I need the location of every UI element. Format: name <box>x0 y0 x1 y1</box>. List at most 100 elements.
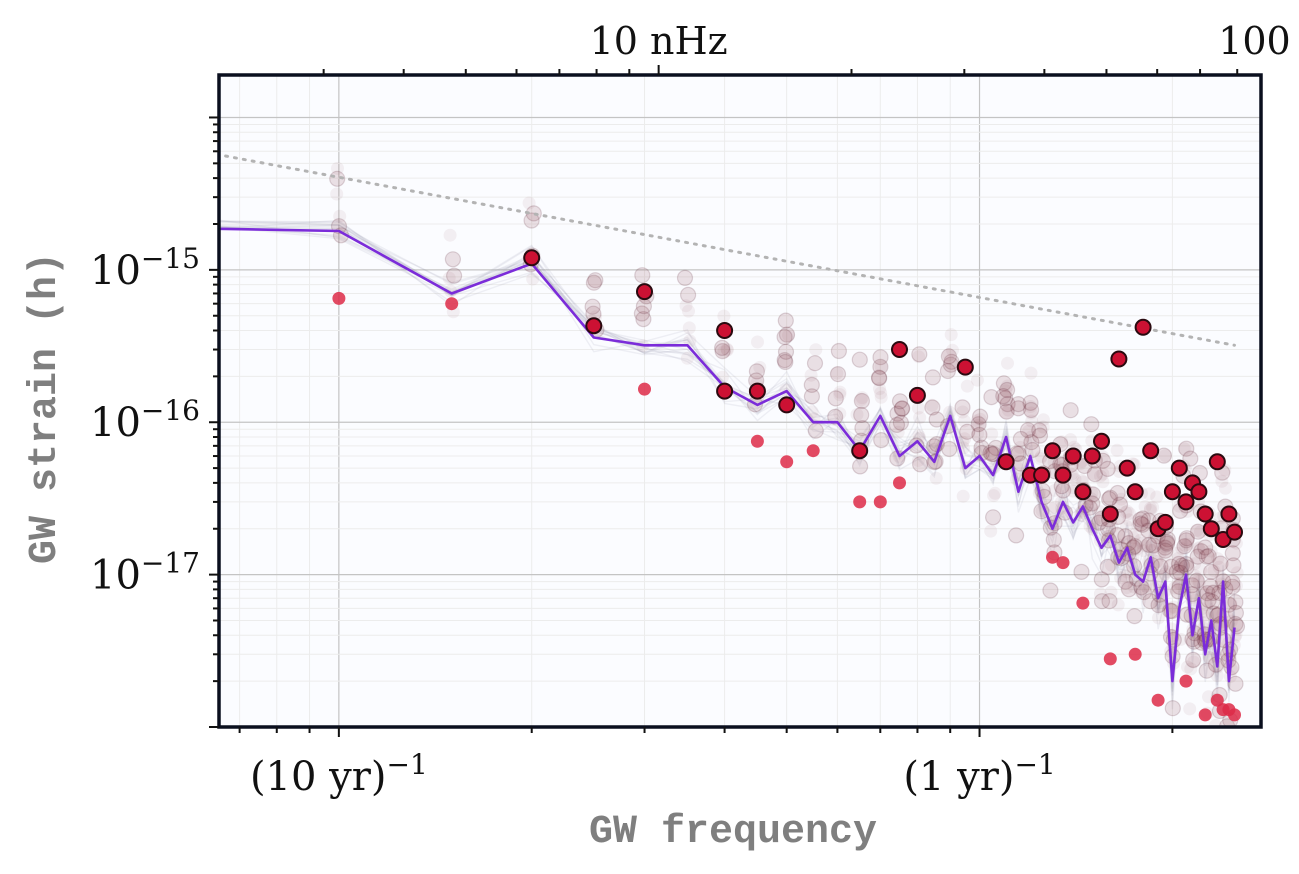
faint-point <box>911 454 925 467</box>
faint-point <box>1189 548 1206 565</box>
faint-point <box>1171 561 1185 575</box>
filled-marker <box>1103 652 1117 666</box>
faint-point <box>585 274 603 291</box>
faint-point <box>870 369 888 386</box>
faint-point <box>874 386 888 400</box>
highlight-point <box>585 317 603 335</box>
faint-point <box>1177 442 1191 456</box>
filled-marker <box>873 495 887 509</box>
faint-point <box>1202 563 1220 581</box>
faint-point <box>944 328 958 342</box>
faint-point <box>141 201 156 216</box>
faint-point <box>894 400 911 417</box>
faint-point <box>1157 542 1174 559</box>
highlight-point <box>1074 483 1092 501</box>
faint-point <box>1022 424 1036 438</box>
highlighted-points-layer <box>523 249 1243 548</box>
faint-point <box>928 411 945 428</box>
filled-marker <box>332 291 346 305</box>
faint-point <box>853 392 871 410</box>
faint-point <box>1126 537 1143 555</box>
faint-point <box>1132 511 1149 528</box>
faint-point <box>803 388 821 405</box>
highlight-point <box>997 453 1015 471</box>
highlight-point <box>1196 505 1214 523</box>
faint-point <box>1105 520 1119 533</box>
faint-point <box>1083 416 1100 433</box>
highlight-point <box>1134 318 1152 336</box>
faint-point <box>873 432 890 449</box>
faint-point <box>1104 585 1118 599</box>
faint-point <box>1044 501 1058 515</box>
faint-point <box>1196 585 1209 599</box>
faint-point <box>850 408 864 421</box>
faint-point <box>1073 563 1090 581</box>
faint-point <box>1135 584 1153 601</box>
faint-point <box>141 204 156 219</box>
highlight-point <box>956 358 974 376</box>
faint-point <box>925 398 939 412</box>
faint-point <box>1224 578 1241 595</box>
faint-point <box>983 389 1000 406</box>
faint-point <box>1025 414 1039 428</box>
highlight-point <box>1064 447 1082 465</box>
faint-point <box>1142 593 1159 610</box>
faint-point <box>1158 535 1176 552</box>
faint-point <box>1211 552 1225 566</box>
faint-point <box>1158 540 1172 554</box>
faint-point <box>777 343 795 360</box>
median-line-layer <box>219 227 1236 683</box>
faint-point <box>1110 443 1124 457</box>
faint-point <box>715 370 729 384</box>
faint-point <box>1023 434 1040 451</box>
faint-point <box>874 390 888 404</box>
faint-point <box>959 423 976 440</box>
faint-point <box>1188 569 1202 583</box>
faint-point <box>941 440 958 458</box>
faint-point <box>851 458 869 475</box>
faint-point <box>1134 516 1151 533</box>
faint-point <box>1086 466 1104 483</box>
faint-point <box>1047 455 1061 469</box>
faint-point <box>999 384 1013 398</box>
faint-point <box>1119 505 1133 519</box>
faint-point <box>1022 401 1040 419</box>
faint-point <box>1158 449 1172 462</box>
faint-point <box>973 439 990 456</box>
faint-point <box>929 471 943 485</box>
faint-point <box>995 388 1012 405</box>
faint-point <box>1198 662 1215 679</box>
highlight-point <box>1220 505 1238 523</box>
faint-point <box>1227 675 1244 692</box>
faint-point <box>999 396 1016 413</box>
faint-point <box>855 391 869 405</box>
faint-point <box>1188 557 1202 571</box>
faint-point <box>1113 538 1126 552</box>
faint-point <box>998 403 1015 420</box>
highlight-point <box>1093 432 1110 450</box>
faint-point <box>984 524 998 538</box>
faint-point <box>1122 513 1136 527</box>
filled-marker <box>1228 708 1241 722</box>
highlight-point <box>636 283 653 301</box>
filled-marker <box>750 434 764 448</box>
faint-point <box>1156 570 1170 583</box>
faint-point <box>830 342 848 360</box>
faint-point <box>1117 573 1134 590</box>
faint-point <box>1158 549 1172 563</box>
faint-point <box>1206 584 1220 598</box>
faint-point <box>988 486 1002 500</box>
faint-point <box>891 425 905 439</box>
faint-point <box>1178 538 1192 552</box>
faint-point <box>1145 537 1162 554</box>
faint-point <box>140 209 153 222</box>
highlight-point <box>1156 513 1174 531</box>
faint-point <box>720 343 734 357</box>
faint-point <box>1130 542 1144 556</box>
filled-marker <box>853 495 867 509</box>
faint-point <box>998 381 1016 399</box>
faint-point <box>1197 539 1214 556</box>
highlight-point <box>851 442 869 460</box>
faint-point <box>1150 490 1164 504</box>
faint-point <box>1024 400 1037 413</box>
